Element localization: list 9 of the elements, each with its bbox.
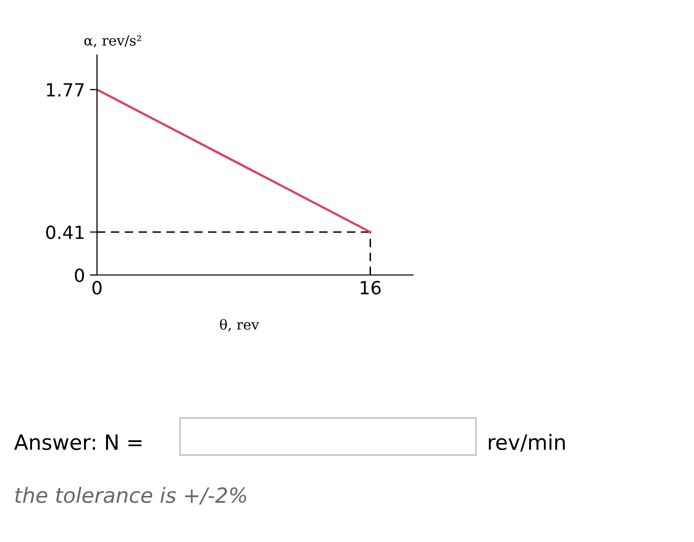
text: Answer: N = [14, 434, 142, 450]
y-tick-label: 0 [74, 268, 84, 282]
y-tick-label: 0.41 [46, 226, 84, 240]
y-axis-title: α, rev/s² [84, 35, 142, 48]
x-axis-title: θ, rev [220, 318, 260, 332]
text: the tolerance is +/-2% [15, 486, 246, 505]
y-tick-label: 1.77 [46, 83, 84, 96]
x-tick-label: 16 [360, 280, 381, 295]
text: rev/min [488, 434, 565, 452]
